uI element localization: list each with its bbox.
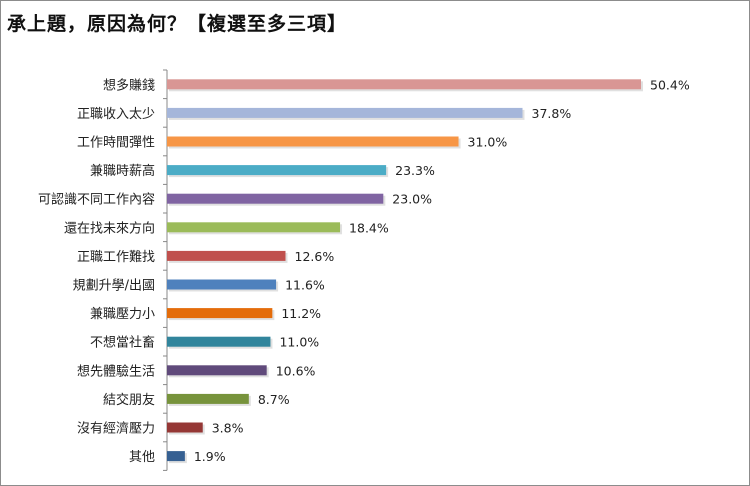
bar — [167, 165, 387, 176]
category-label: 兼職時薪高 — [90, 163, 155, 179]
data-label: 8.7% — [258, 392, 290, 407]
category-label: 不想當社畜 — [90, 335, 155, 351]
data-label: 11.2% — [281, 306, 321, 321]
category-label: 其他 — [129, 450, 155, 465]
bar — [167, 308, 273, 319]
data-label: 31.0% — [468, 135, 508, 150]
data-label: 18.4% — [349, 220, 389, 235]
data-label: 1.9% — [194, 449, 226, 464]
data-label: 50.4% — [650, 77, 690, 92]
category-label: 想多賺錢 — [103, 77, 155, 93]
chart-title: 承上題，原因為何？【複選至多三項】 — [7, 13, 348, 35]
bar — [167, 393, 249, 404]
data-label: 10.6% — [276, 363, 316, 378]
category-label: 正職工作難找 — [77, 250, 155, 265]
category-label: 沒有經濟壓力 — [77, 421, 155, 437]
bar — [167, 336, 271, 347]
data-label: 37.8% — [532, 106, 572, 121]
data-label: 3.8% — [212, 421, 244, 436]
data-label: 11.6% — [285, 278, 325, 293]
bar — [167, 422, 203, 433]
bar — [167, 279, 277, 290]
category-label: 正職收入太少 — [77, 107, 155, 122]
data-label: 23.0% — [392, 192, 432, 207]
bar — [167, 451, 185, 462]
category-label: 還在找未來方向 — [64, 220, 155, 236]
bar — [167, 79, 641, 90]
bar — [167, 136, 459, 147]
category-label: 結交朋友 — [103, 392, 155, 408]
category-label: 規劃升學/出國 — [73, 279, 155, 294]
data-label: 12.6% — [295, 249, 335, 264]
bar — [167, 250, 286, 261]
category-label: 工作時間彈性 — [77, 136, 155, 151]
category-label: 兼職壓力小 — [90, 307, 155, 322]
data-label: 23.3% — [395, 163, 435, 178]
data-label: 11.0% — [279, 335, 319, 350]
bar — [167, 222, 341, 233]
bar — [167, 365, 267, 376]
category-label: 想先體驗生活 — [77, 363, 155, 379]
category-label: 可認識不同工作內容 — [38, 192, 155, 208]
bar — [167, 193, 384, 204]
bar — [167, 107, 523, 118]
